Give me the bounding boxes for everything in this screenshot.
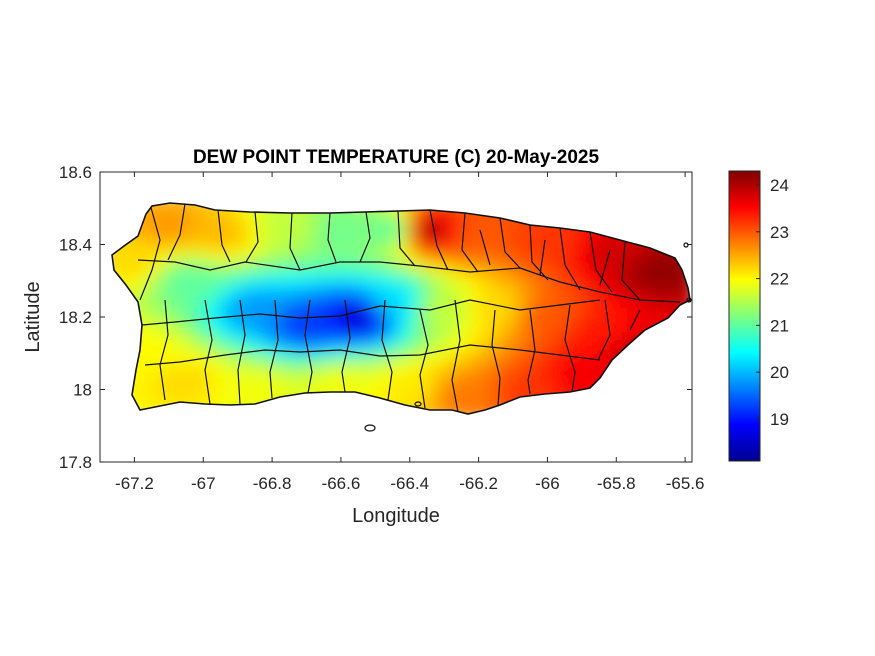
y-tick-label: 18 <box>73 381 92 400</box>
municipality-boundary <box>451 299 461 413</box>
municipality-boundary <box>359 211 371 263</box>
y-tick-label: 18.6 <box>59 163 92 182</box>
islet <box>364 424 376 432</box>
colorbar-tick-label: 24 <box>770 176 789 195</box>
y-axis-ticks: 17.8 18 18.2 18.4 18.6 <box>59 163 692 472</box>
municipality-boundary <box>397 210 416 267</box>
x-axis-ticks: -67.2 -67 -66.8 -66.6 -66.4 -66.2 -66 -65.8 -65.… <box>115 172 704 493</box>
offshore-islets <box>364 242 692 432</box>
colorbar-tick-label: 19 <box>770 410 789 429</box>
municipality-boundary <box>564 304 576 393</box>
x-axis-label: Longitude <box>352 505 440 527</box>
municipality-boundary <box>289 212 301 271</box>
municipality-boundary <box>621 241 641 301</box>
municipality-boundary <box>217 209 231 263</box>
y-tick-label: 18.4 <box>59 236 92 255</box>
colorbar-tick-label: 23 <box>770 223 789 242</box>
municipality-boundary <box>137 259 681 303</box>
colorbar-gradient <box>728 170 761 462</box>
islet <box>686 297 692 303</box>
x-tick-label: -67.2 <box>115 474 154 493</box>
colorbar-ticks: 19 20 21 22 23 24 <box>756 176 789 429</box>
municipality-boundary <box>539 239 546 276</box>
island-coastline <box>111 202 691 415</box>
x-tick-label: -67 <box>191 474 216 493</box>
municipality-boundary <box>527 309 536 395</box>
municipality-boundaries <box>137 203 681 413</box>
plot-area: -67.2 -67 -66.8 -66.6 -66.4 -66.2 -66 -65.8 -65.… <box>59 163 705 493</box>
municipality-boundary <box>559 227 581 291</box>
municipality-boundary <box>419 309 429 409</box>
municipality-boundary <box>479 229 491 266</box>
municipality-boundary <box>599 249 611 286</box>
colorbar-tick-label: 21 <box>770 316 789 335</box>
y-tick-label: 18.2 <box>59 308 92 327</box>
municipality-boundary <box>491 309 501 407</box>
colorbar: 19 20 21 22 23 24 <box>728 170 789 462</box>
x-tick-label: -65.6 <box>666 474 705 493</box>
municipality-boundary <box>327 212 337 263</box>
municipality-boundary <box>589 231 613 293</box>
municipality-boundary <box>159 299 169 401</box>
chart-title: DEW POINT TEMPERATURE (C) 20-May-2025 <box>193 147 600 168</box>
municipality-boundary <box>461 212 479 273</box>
municipality-boundary <box>245 211 259 263</box>
municipality-boundary <box>597 299 611 361</box>
islet <box>414 401 422 407</box>
x-tick-label: -66.2 <box>459 474 498 493</box>
municipality-boundary <box>269 299 279 399</box>
municipality-boundary <box>429 209 449 271</box>
municipality-boundary <box>499 217 521 269</box>
municipality-boundary <box>529 224 549 281</box>
x-tick-label: -66.8 <box>253 474 292 493</box>
municipality-boundary <box>139 203 161 301</box>
y-tick-label: 17.8 <box>59 453 92 472</box>
municipality-boundary <box>167 203 186 261</box>
municipality-boundary <box>381 299 393 401</box>
y-axis-label: Latitude <box>22 281 44 352</box>
x-tick-label: -65.8 <box>597 474 636 493</box>
municipality-boundary <box>629 309 641 331</box>
municipality-boundary <box>204 299 213 405</box>
municipality-boundary <box>144 344 601 366</box>
colorbar-tick-label: 22 <box>770 270 789 289</box>
municipality-boundary <box>341 299 351 393</box>
x-tick-label: -66.6 <box>322 474 361 493</box>
x-tick-label: -66 <box>535 474 560 493</box>
municipality-boundary <box>304 299 313 394</box>
x-tick-label: -66.4 <box>390 474 429 493</box>
colorbar-tick-label: 20 <box>770 363 789 382</box>
municipality-boundary <box>237 299 246 405</box>
